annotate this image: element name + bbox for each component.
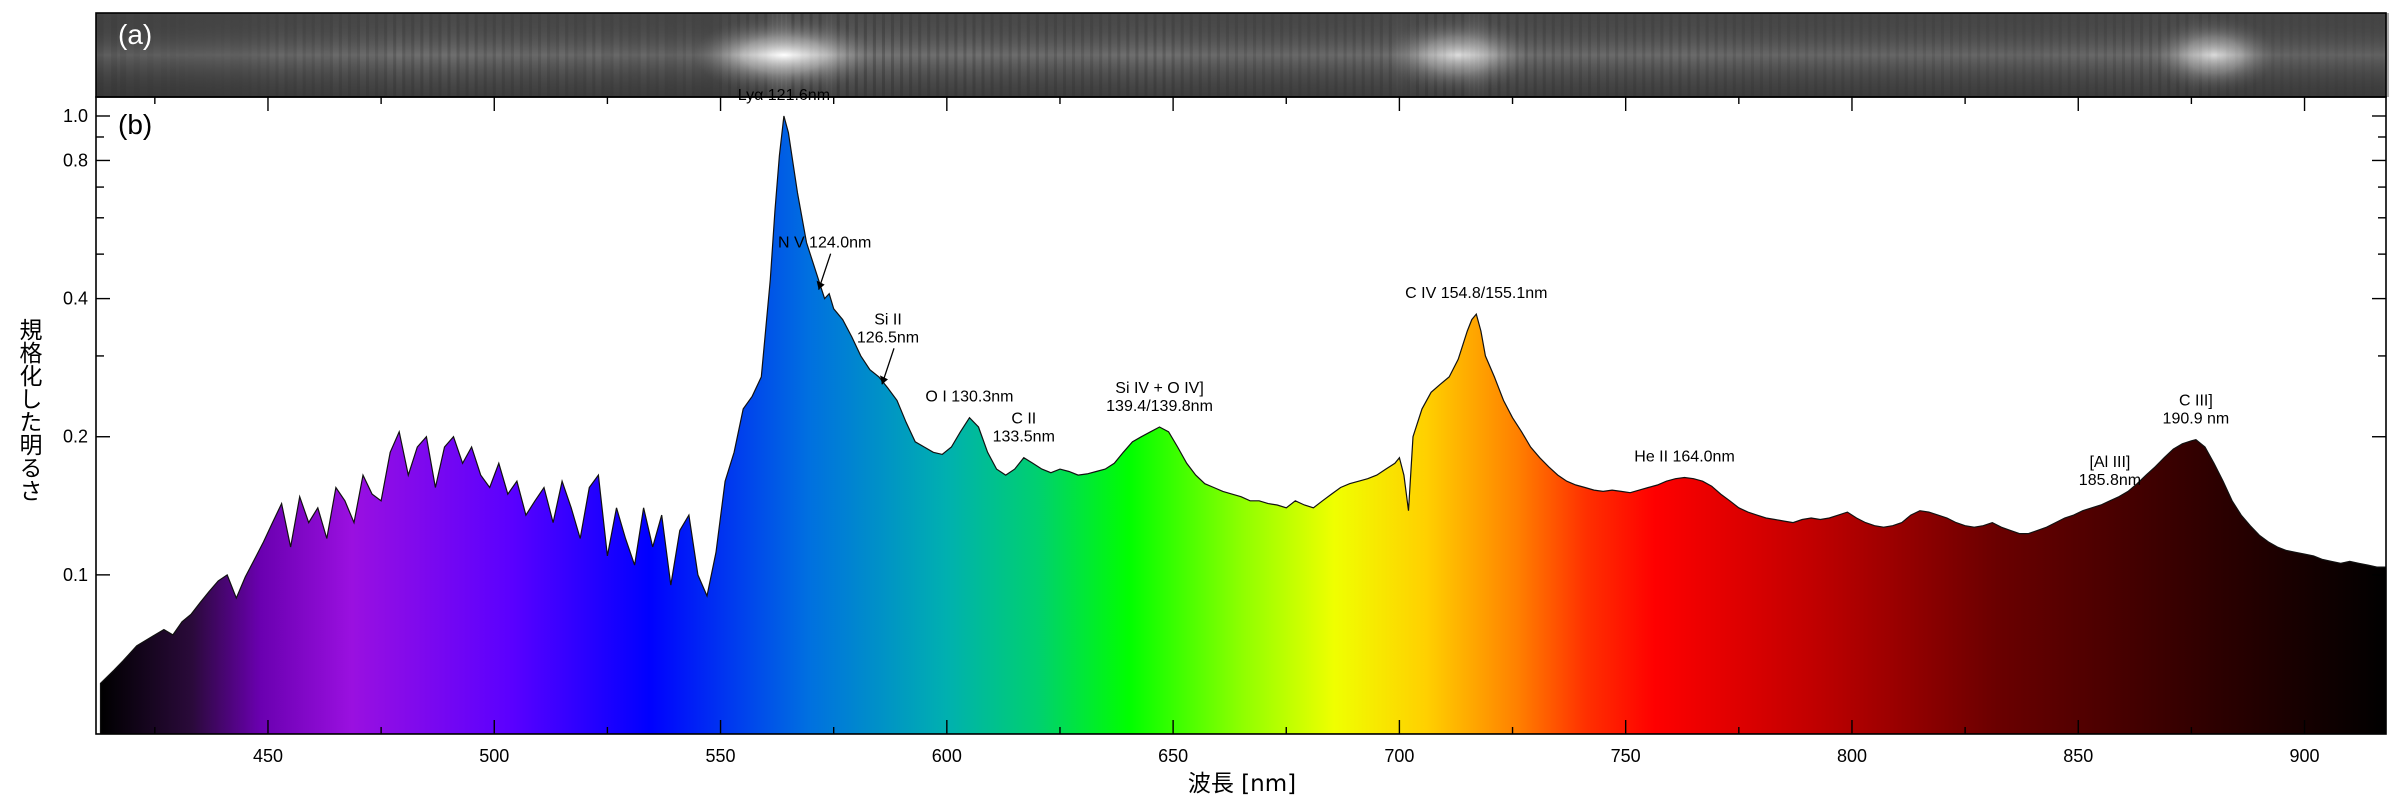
y-tick-label: 0.2: [63, 427, 88, 447]
annotation: [Al III]185.8nm: [2079, 454, 2141, 489]
y-tick-label: 1.0: [63, 106, 88, 126]
panel-a: (a): [95, 12, 2389, 98]
annotation-text: 133.5nm: [993, 429, 1055, 446]
y-axis-ticks: 0.1 0.2 0.4 0.8 1.0: [63, 106, 2386, 585]
annotation-text: O I 130.3nm: [925, 389, 1013, 406]
annotation-text: 190.9 nm: [2163, 411, 2230, 428]
annotation-arrowhead: [816, 280, 825, 290]
x-tick-label: 650: [1158, 746, 1188, 766]
x-tick-label: 450: [253, 746, 283, 766]
annotation-text: C IV 154.8/155.1nm: [1405, 285, 1547, 302]
annotation-text: He II 164.0nm: [1634, 449, 1735, 466]
annotation-text: [Al III]: [2089, 454, 2130, 471]
y-tick-label: 0.4: [63, 289, 88, 309]
annotation-arrowhead: [879, 375, 888, 385]
annotation-text: 139.4/139.8nm: [1106, 398, 1213, 415]
spectrum-area: [99, 115, 2386, 734]
annotation: C IV 154.8/155.1nm: [1405, 285, 1547, 302]
annotation: N V 124.0nm: [778, 235, 871, 290]
x-tick-label: 550: [706, 746, 736, 766]
annotation-text: N V 124.0nm: [778, 235, 871, 252]
annotation: Lyα 121.6nm: [738, 87, 830, 104]
x-tick-label: 700: [1384, 746, 1414, 766]
x-tick-label: 750: [1611, 746, 1641, 766]
panel-b-label: (b): [118, 109, 152, 140]
annotation-text: 185.8nm: [2079, 472, 2141, 489]
x-tick-label: 900: [2290, 746, 2320, 766]
y-tick-label: 0.1: [63, 565, 88, 585]
annotation: C III]190.9 nm: [2163, 393, 2230, 428]
y-tick-label: 0.8: [63, 150, 88, 170]
annotation: He II 164.0nm: [1634, 449, 1735, 466]
x-axis-ticks: 450 500 550 600 650 700 750 800 850 900: [154, 97, 2320, 766]
y-axis-label: 規格化した明るさ: [15, 318, 43, 502]
panel-a-shade: [96, 13, 2386, 97]
x-tick-label: 500: [479, 746, 509, 766]
annotation-text: Lyα 121.6nm: [738, 87, 830, 104]
annotation-text: C II: [1011, 411, 1036, 428]
x-axis-label: 波長 [nm]: [1188, 771, 1296, 797]
x-tick-label: 800: [1837, 746, 1867, 766]
annotation-text: C III]: [2179, 393, 2213, 410]
x-tick-label: 600: [932, 746, 962, 766]
annotation: O I 130.3nm: [925, 389, 1013, 406]
panel-a-label: (a): [118, 19, 152, 50]
plot-frame: [95, 96, 2387, 735]
annotation-text: Si II: [874, 311, 902, 328]
annotation: Si IV + O IV]139.4/139.8nm: [1106, 380, 1213, 415]
panel-b: 450 500 550 600 650 700 750 800 850 900 0.1 0.2 0.4…: [15, 87, 2387, 797]
annotation-text: 126.5nm: [857, 329, 919, 346]
x-tick-label: 850: [2063, 746, 2093, 766]
annotation-text: Si IV + O IV]: [1115, 380, 1203, 397]
